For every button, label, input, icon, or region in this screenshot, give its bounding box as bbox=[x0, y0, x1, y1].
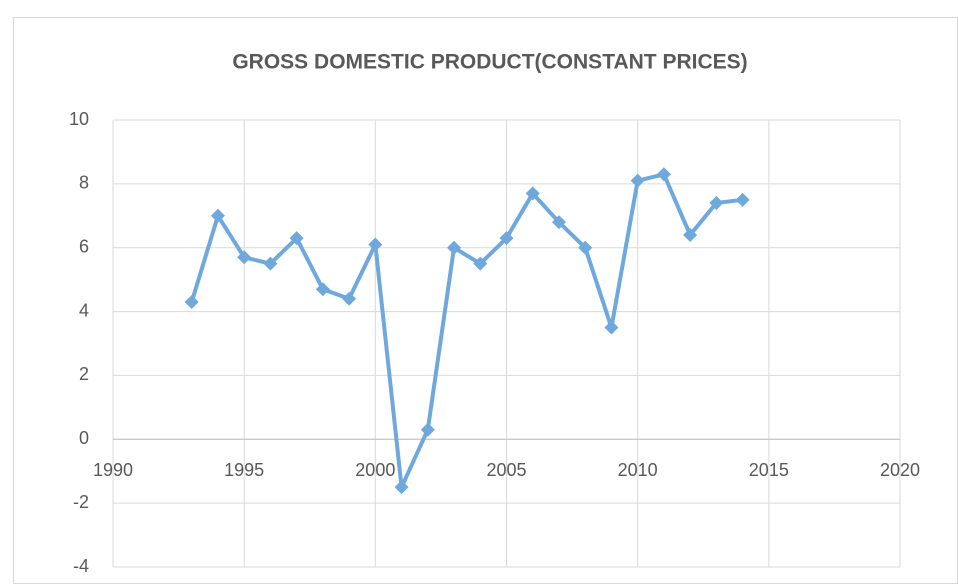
data-marker bbox=[525, 186, 540, 201]
data-marker bbox=[289, 231, 304, 246]
x-tick-label: 1995 bbox=[224, 460, 264, 480]
data-marker bbox=[447, 240, 462, 255]
data-marker bbox=[499, 231, 514, 246]
data-marker bbox=[210, 208, 225, 223]
data-marker bbox=[578, 240, 593, 255]
data-marker bbox=[342, 291, 357, 306]
x-tick-label: 2010 bbox=[618, 460, 658, 480]
y-tick-label: 6 bbox=[79, 236, 89, 256]
y-tick-label: 2 bbox=[79, 364, 89, 384]
x-tick-label: 1990 bbox=[93, 460, 133, 480]
data-marker bbox=[551, 215, 566, 230]
data-marker bbox=[630, 173, 645, 188]
y-tick-label: 10 bbox=[69, 109, 89, 129]
data-marker bbox=[263, 256, 278, 271]
x-tick-label: 2020 bbox=[880, 460, 920, 480]
data-marker bbox=[368, 237, 383, 252]
y-tick-label: 4 bbox=[79, 300, 89, 320]
chart-title: GROSS DOMESTIC PRODUCT(CONSTANT PRICES) bbox=[232, 51, 747, 74]
x-tick-label: 2005 bbox=[486, 460, 526, 480]
data-marker bbox=[735, 192, 750, 207]
x-tick-label: 2015 bbox=[749, 460, 789, 480]
data-marker bbox=[709, 196, 724, 211]
data-marker bbox=[315, 282, 330, 297]
y-tick-label: 8 bbox=[79, 173, 89, 193]
data-line bbox=[189, 172, 743, 490]
y-tick-label: -4 bbox=[73, 556, 89, 576]
data-marker bbox=[237, 250, 252, 265]
y-tick-label: -2 bbox=[73, 492, 89, 512]
y-tick-label: 0 bbox=[79, 428, 89, 448]
x-tick-label: 2000 bbox=[355, 460, 395, 480]
data-marker bbox=[656, 167, 671, 182]
data-marker bbox=[683, 227, 698, 242]
data-marker bbox=[184, 294, 199, 309]
data-marker bbox=[394, 480, 409, 495]
data-marker bbox=[420, 422, 435, 437]
data-marker bbox=[604, 320, 619, 335]
data-marker bbox=[473, 256, 488, 271]
chart-frame bbox=[13, 17, 958, 584]
